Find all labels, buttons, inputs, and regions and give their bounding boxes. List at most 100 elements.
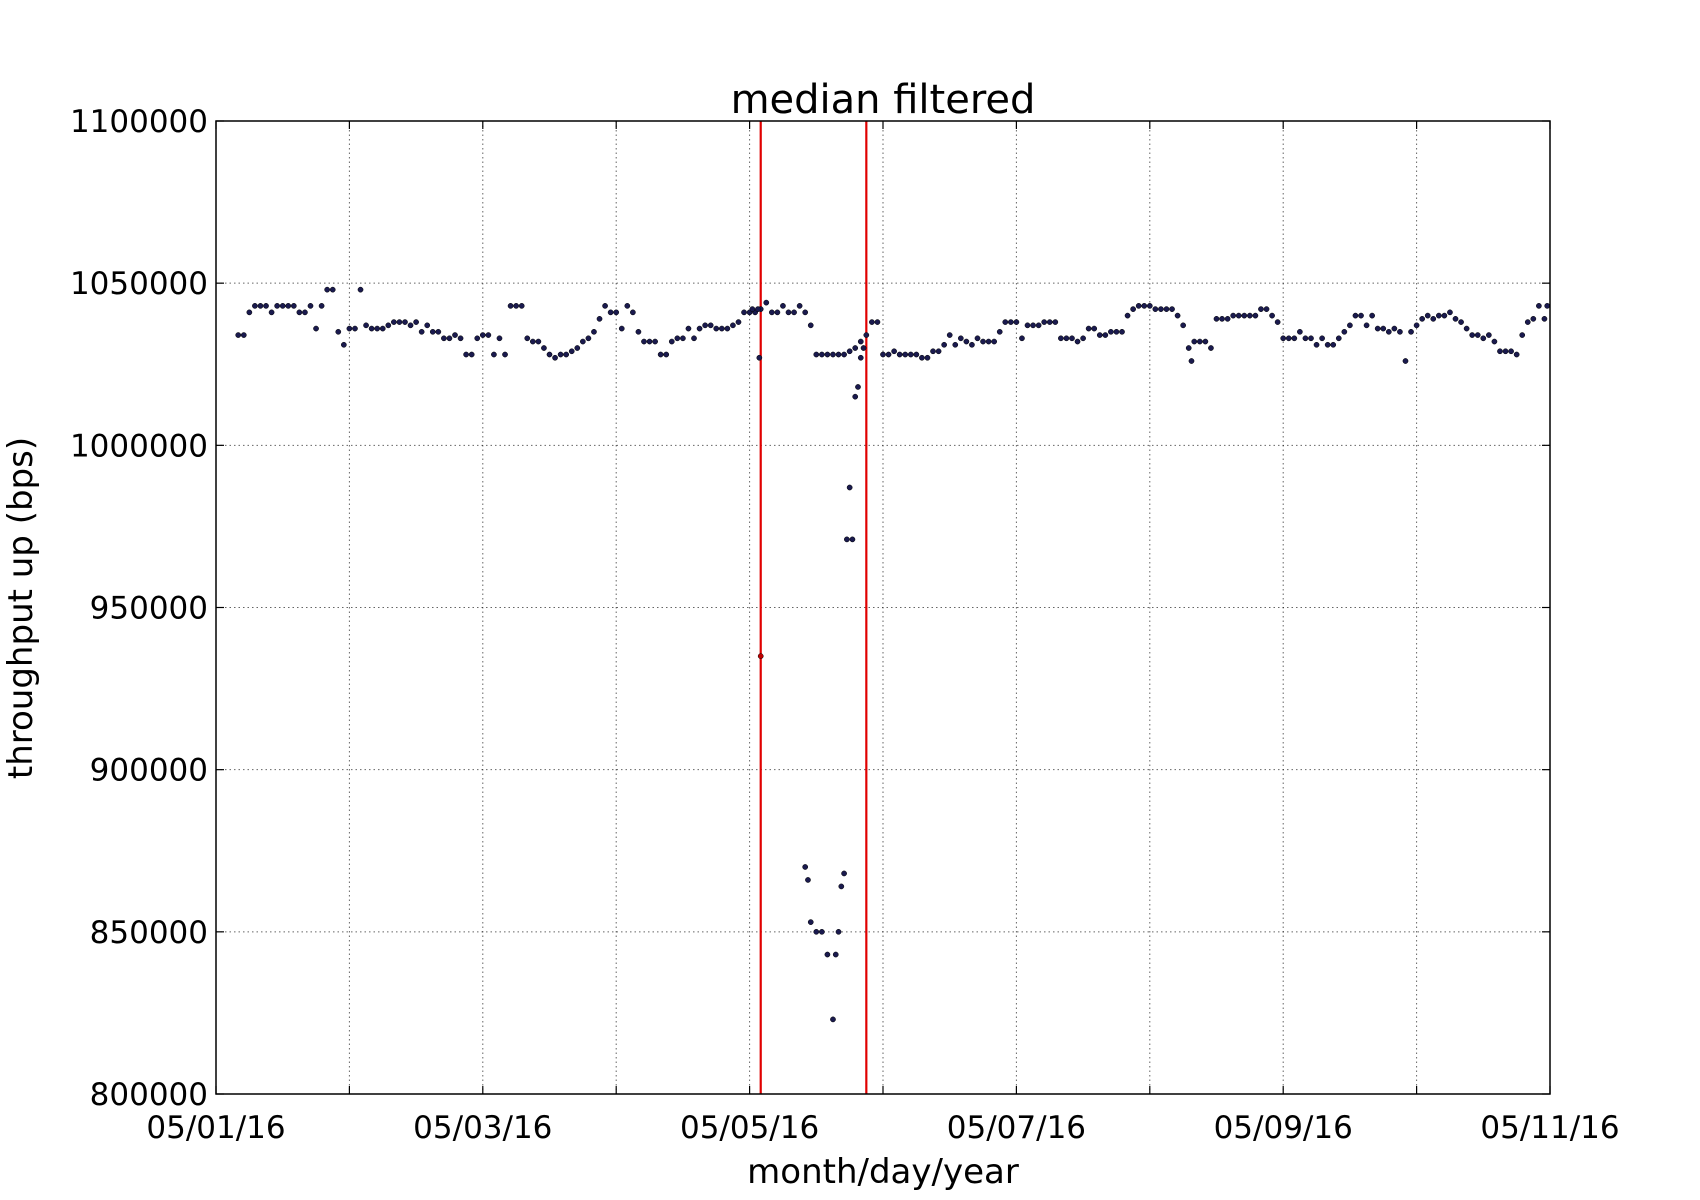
data-point: [491, 351, 497, 358]
data-point: [832, 951, 839, 958]
data-point: [1508, 348, 1514, 355]
data-point: [485, 332, 492, 338]
data-point: [1369, 312, 1375, 319]
axis-ticks: 05/01/16 05/03/16 05/05/16 05/07/16 05/09/16…: [70, 104, 1620, 1146]
data-point: [279, 303, 286, 309]
data-point: [768, 309, 775, 316]
data-point: [646, 338, 653, 345]
data-point: [1452, 315, 1459, 322]
y-axis-label: throughput up (bps): [1, 437, 41, 779]
data-point: [1085, 325, 1092, 332]
data-point: [535, 338, 542, 345]
data-point: [1152, 306, 1159, 312]
data-point: [802, 864, 809, 870]
data-point: [563, 351, 570, 358]
data-point: [541, 345, 547, 351]
data-point: [1113, 328, 1120, 335]
data-point: [607, 309, 614, 316]
data-point: [838, 883, 845, 890]
data-point: [1363, 322, 1370, 329]
data-point: [1041, 319, 1048, 325]
data-point: [1002, 319, 1009, 325]
data-point: [463, 351, 469, 358]
data-point: [290, 303, 297, 309]
data-point: [1385, 328, 1392, 335]
data-point: [1230, 312, 1237, 319]
data-point: [618, 325, 625, 332]
data-point: [413, 319, 419, 325]
data-point: [529, 338, 536, 345]
data-point: [368, 325, 375, 332]
data-point: [1380, 325, 1387, 332]
data-point: [774, 309, 781, 316]
data-point: [1358, 312, 1364, 319]
data-point: [869, 319, 875, 325]
data-point: [852, 393, 859, 400]
data-point: [957, 335, 964, 342]
data-point: [841, 351, 847, 358]
data-point: [1074, 338, 1081, 345]
data-point: [1524, 319, 1531, 325]
data-point: [452, 332, 458, 338]
data-point: [429, 328, 436, 335]
data-point: [1124, 312, 1131, 319]
data-point: [930, 348, 936, 355]
data-point: [274, 303, 280, 309]
data-point: [402, 319, 408, 325]
data-point: [324, 286, 331, 293]
data-point: [713, 325, 720, 332]
data-point: [446, 335, 453, 342]
data-point: [874, 319, 881, 325]
data-point: [418, 328, 425, 335]
data-point: [1491, 338, 1498, 345]
data-point: [235, 332, 242, 338]
data-point: [952, 341, 959, 348]
data-point: [974, 335, 981, 342]
data-point: [1285, 335, 1292, 342]
data-point: [435, 328, 442, 335]
data-point: [813, 351, 820, 358]
data-point: [1330, 341, 1337, 348]
data-point: [313, 325, 319, 332]
data-point: [1213, 315, 1220, 322]
data-point: [357, 286, 364, 293]
data-point: [1035, 322, 1042, 329]
data-point: [835, 351, 842, 358]
data-point: [552, 354, 558, 361]
data-point: [835, 928, 842, 935]
data-point: [268, 309, 275, 316]
data-point: [1163, 306, 1170, 312]
data-point: [741, 309, 747, 316]
data-point: [502, 351, 508, 358]
data-point: [980, 338, 986, 345]
data-point: [1274, 319, 1281, 325]
data-point: [1335, 335, 1342, 342]
x-tick-label: 05/01/16: [146, 1110, 285, 1146]
data-point: [424, 322, 431, 329]
data-point: [1536, 303, 1542, 309]
data-point: [755, 306, 761, 312]
data-point: [263, 303, 269, 309]
data-point: [1291, 335, 1298, 342]
data-point: [1235, 312, 1242, 319]
data-point: [1241, 312, 1248, 319]
data-point: [702, 322, 708, 329]
data-point: [919, 354, 925, 361]
data-point: [668, 338, 675, 345]
data-point: [1402, 358, 1409, 364]
data-point: [1519, 332, 1526, 338]
data-point: [479, 332, 486, 338]
data-points: [235, 286, 1551, 1023]
data-point: [849, 536, 856, 543]
data-point: [1469, 332, 1476, 338]
data-point: [407, 322, 414, 329]
data-point: [763, 299, 770, 306]
data-point: [1030, 322, 1036, 329]
data-point: [1135, 303, 1142, 309]
data-point: [441, 335, 447, 342]
data-point: [730, 322, 736, 329]
data-point: [674, 335, 681, 342]
data-point: [844, 536, 850, 543]
data-point: [257, 303, 264, 309]
data-point: [1297, 328, 1303, 335]
